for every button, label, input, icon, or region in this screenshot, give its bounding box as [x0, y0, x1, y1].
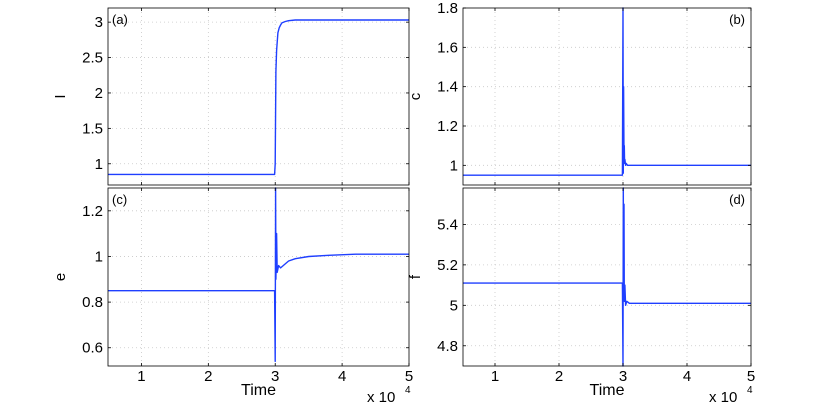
y-axis-label: f [407, 274, 424, 279]
series-line [108, 187, 409, 363]
x-axis-label: Time [241, 382, 276, 399]
series-line [463, 187, 751, 367]
panel-c: 1 2 3 4 50.60.811.2e(c)Time x 10 4 [52, 187, 413, 406]
y-tick-label: 2.5 [82, 50, 103, 67]
x-multiplier: x 10 [709, 389, 737, 406]
axes-box [462, 7, 752, 186]
panel-label: (b) [729, 12, 745, 27]
y-tick-label: 1.2 [82, 203, 103, 220]
x-multiplier: x 10 [367, 389, 395, 406]
y-axis-label: c [407, 92, 424, 100]
panel-d: 1 2 3 4 54.855.25.4f(d)Time x 10 4 [407, 187, 755, 406]
y-tick-label: 0.6 [82, 340, 103, 357]
y-tick-label: 5.2 [437, 257, 458, 274]
y-tick-label: 1.4 [437, 79, 458, 96]
y-tick-label: 1 [450, 157, 458, 174]
y-axis-label: e [52, 273, 69, 281]
x-tick-label: 2 [204, 368, 212, 385]
y-tick-label: 1.5 [82, 120, 103, 137]
x-tick-label: 4 [338, 368, 346, 385]
panel-label: (a) [112, 12, 128, 27]
y-tick-label: 2 [95, 85, 103, 102]
x-multiplier-exponent: 4 [747, 385, 753, 396]
y-tick-label: 1.2 [437, 118, 458, 135]
series-line [108, 19, 409, 176]
y-axis-label: I [52, 94, 69, 98]
x-tick-label: 3 [619, 368, 627, 385]
x-tick-label: 5 [405, 368, 413, 385]
x-tick-label: 1 [137, 368, 145, 385]
panel-label: (d) [729, 192, 745, 207]
y-tick-label: 1 [95, 156, 103, 173]
x-tick-label: 3 [271, 368, 279, 385]
axes-box [107, 187, 410, 367]
x-tick-label: 4 [683, 368, 691, 385]
y-tick-label: 4.8 [437, 338, 458, 355]
x-tick-label: 2 [555, 368, 563, 385]
axes-box [462, 187, 752, 367]
panel-a: 1 1.5 2 2.5 3 I (a) [52, 7, 410, 186]
y-tick-label: 0.8 [82, 294, 103, 311]
y-tick-label: 1.8 [437, 0, 458, 17]
y-tick-label: 5 [450, 297, 458, 314]
y-tick-label: 5.4 [437, 216, 458, 233]
y-tick-label: 1.6 [437, 39, 458, 56]
panel-b: 1 1.2 1.4 1.6 1.8 c (b) [407, 0, 752, 186]
x-tick-label: 1 [491, 368, 499, 385]
x-multiplier-exponent: 4 [405, 385, 411, 396]
x-tick-label: 5 [747, 368, 755, 385]
y-tick-label: 1 [95, 248, 103, 265]
panel-label: (c) [112, 192, 127, 207]
axes-box [107, 7, 410, 186]
x-axis-label: Time [590, 382, 625, 399]
y-tick-label: 3 [95, 14, 103, 31]
series-line [463, 7, 751, 176]
